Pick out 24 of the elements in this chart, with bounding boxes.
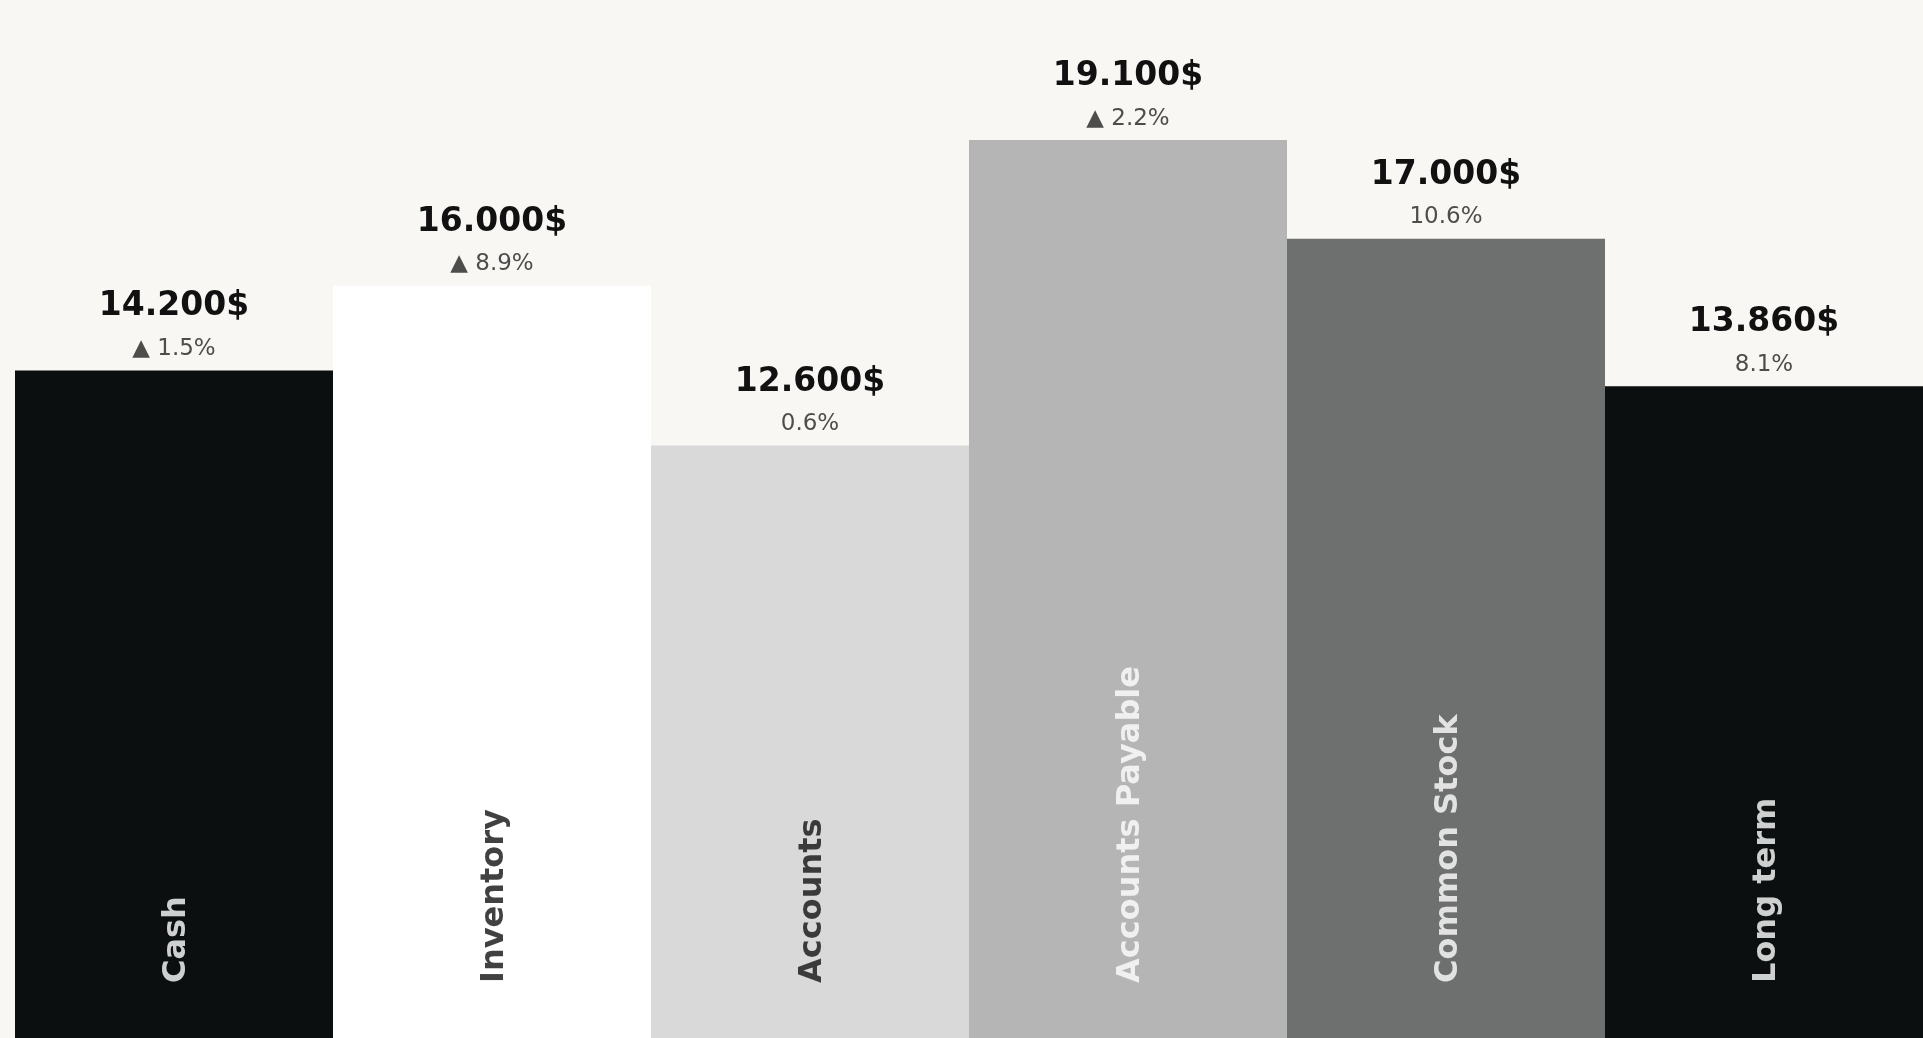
annotation: 0.6% [780, 409, 840, 436]
annotation: ▲ 1.5% [132, 333, 216, 360]
annotation: ▲ 8.9% [450, 249, 534, 276]
data-label: 14.200$ [98, 284, 250, 324]
bar [1605, 386, 1923, 1038]
x-tick-label: Cash [155, 896, 193, 983]
x-tick-label: Accounts [791, 818, 829, 983]
bar [651, 445, 969, 1038]
annotation: 10.6% [1409, 202, 1483, 229]
bar [969, 140, 1287, 1038]
annotation: 8.1% [1734, 349, 1794, 376]
data-label: 13.860$ [1688, 300, 1840, 340]
x-tick-label: Long term [1745, 797, 1783, 983]
x-tick-label: Inventory [473, 808, 511, 983]
x-tick-label: Common Stock [1427, 713, 1465, 983]
annotation: ▲ 2.2% [1086, 103, 1170, 130]
data-label: 12.600$ [734, 359, 886, 399]
data-label: 19.100$ [1052, 54, 1204, 93]
data-label: 17.000$ [1370, 152, 1522, 192]
bar [15, 370, 333, 1038]
bar [1287, 238, 1605, 1038]
bar [333, 285, 651, 1038]
x-tick-label: Accounts Payable [1109, 666, 1147, 983]
data-label: 16.000$ [416, 199, 568, 239]
